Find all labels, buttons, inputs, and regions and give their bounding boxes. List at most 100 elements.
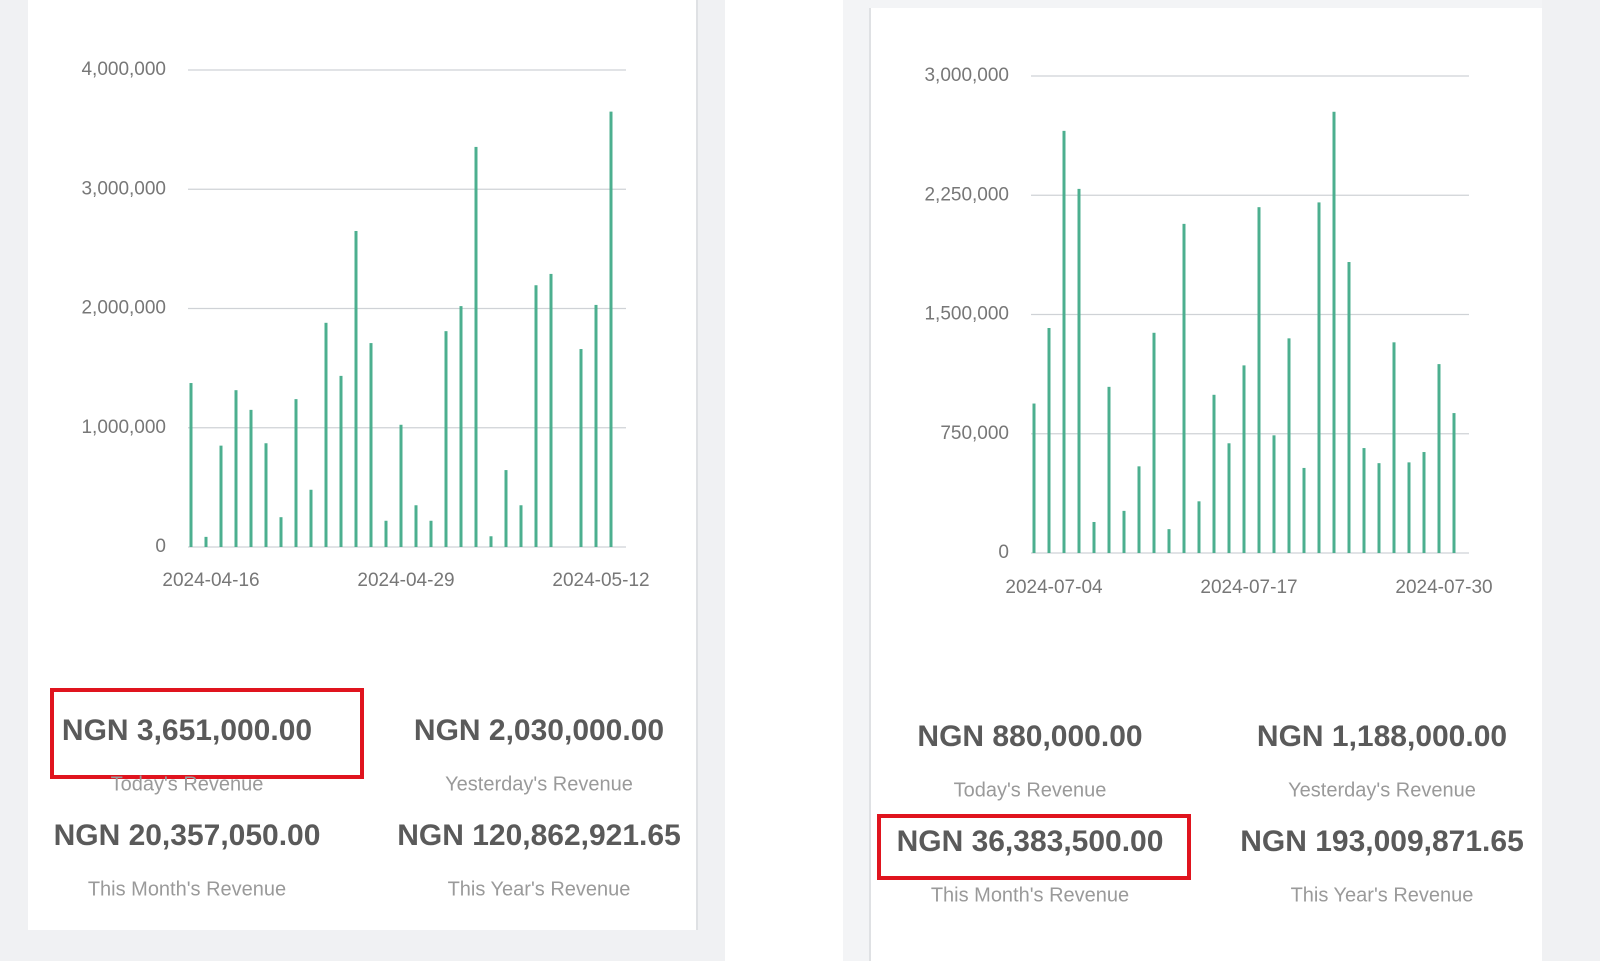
x-tick-label: 2024-07-17 bbox=[1200, 577, 1297, 598]
y-tick-label: 750,000 bbox=[940, 423, 1009, 444]
bar bbox=[339, 375, 343, 547]
bar bbox=[504, 470, 508, 547]
stat-value: NGN 1,188,000.00 bbox=[1257, 720, 1507, 753]
bar bbox=[219, 445, 223, 547]
bar bbox=[414, 505, 418, 547]
stat-label: This Month's Revenue bbox=[931, 884, 1129, 906]
bar bbox=[309, 489, 313, 547]
bar bbox=[1332, 111, 1336, 554]
stat-label: This Year's Revenue bbox=[1291, 884, 1474, 906]
stat-label: This Month's Revenue bbox=[88, 878, 286, 900]
bar bbox=[549, 273, 553, 547]
bar bbox=[1407, 462, 1411, 553]
gutter bbox=[0, 0, 28, 961]
bar bbox=[1197, 501, 1201, 553]
bar bbox=[1182, 223, 1186, 553]
bar bbox=[594, 304, 598, 547]
bar bbox=[1107, 386, 1111, 553]
bar bbox=[609, 111, 613, 547]
x-tick-label: 2024-07-30 bbox=[1395, 577, 1492, 598]
bar bbox=[1167, 529, 1171, 553]
stat-label: Today's Revenue bbox=[954, 779, 1107, 801]
gutter bbox=[28, 930, 698, 961]
bar bbox=[399, 424, 403, 547]
x-tick-label: 2024-04-16 bbox=[162, 570, 259, 591]
x-tick-label: 2024-04-29 bbox=[357, 570, 454, 591]
bar bbox=[279, 517, 283, 547]
bar bbox=[1377, 463, 1381, 553]
bar bbox=[1302, 467, 1306, 553]
stat-label: This Year's Revenue bbox=[448, 878, 631, 900]
bar bbox=[474, 146, 478, 547]
bar bbox=[1452, 413, 1456, 553]
bar bbox=[444, 331, 448, 547]
stat-value: NGN 120,862,921.65 bbox=[397, 819, 681, 852]
y-tick-label: 1,000,000 bbox=[81, 417, 166, 438]
gutter bbox=[1542, 0, 1600, 961]
bar bbox=[1437, 364, 1441, 553]
bar bbox=[489, 536, 493, 547]
bar bbox=[1077, 188, 1081, 553]
gutter bbox=[697, 0, 725, 961]
stat-value: NGN 193,009,871.65 bbox=[1240, 825, 1524, 858]
stat-value: NGN 880,000.00 bbox=[917, 720, 1142, 753]
bar bbox=[249, 409, 253, 547]
highlight-box bbox=[877, 814, 1191, 880]
bar bbox=[1137, 466, 1141, 553]
stat-label: Today's Revenue bbox=[111, 773, 264, 795]
bar bbox=[1152, 332, 1156, 553]
bar bbox=[1047, 328, 1051, 553]
y-tick-label: 2,000,000 bbox=[81, 298, 166, 319]
y-tick-label: 0 bbox=[998, 542, 1009, 563]
gutter bbox=[843, 0, 870, 961]
bar bbox=[1347, 262, 1351, 553]
bar bbox=[1317, 202, 1321, 553]
y-tick-label: 0 bbox=[155, 536, 166, 557]
bar bbox=[1227, 443, 1231, 553]
bar bbox=[1392, 342, 1396, 553]
y-tick-label: 4,000,000 bbox=[81, 59, 166, 80]
bar bbox=[1272, 435, 1276, 553]
stat-value: NGN 20,357,050.00 bbox=[54, 819, 321, 852]
bar bbox=[1062, 130, 1066, 554]
bar bbox=[1362, 448, 1366, 553]
stat-label: Yesterday's Revenue bbox=[1288, 779, 1476, 801]
bar bbox=[189, 383, 193, 547]
bar bbox=[384, 520, 388, 547]
bar bbox=[1212, 394, 1216, 553]
bar bbox=[429, 520, 433, 547]
bar bbox=[1242, 365, 1246, 553]
bar bbox=[1092, 521, 1096, 553]
stat-value: NGN 2,030,000.00 bbox=[414, 714, 664, 747]
bar bbox=[204, 536, 208, 547]
bar bbox=[1257, 207, 1261, 554]
bar bbox=[579, 349, 583, 547]
highlight-box bbox=[50, 688, 364, 779]
x-tick-label: 2024-05-12 bbox=[552, 570, 649, 591]
bar bbox=[1032, 403, 1036, 553]
bar bbox=[354, 230, 358, 548]
y-tick-label: 1,500,000 bbox=[924, 304, 1009, 325]
y-tick-label: 3,000,000 bbox=[924, 65, 1009, 86]
stat-value: NGN 36,383,500.00 bbox=[897, 825, 1164, 858]
x-tick-label: 2024-07-04 bbox=[1005, 577, 1103, 598]
bar bbox=[264, 443, 268, 547]
stat-value: NGN 3,651,000.00 bbox=[62, 714, 312, 747]
bar bbox=[369, 343, 373, 547]
y-tick-label: 2,250,000 bbox=[924, 184, 1009, 205]
gutter bbox=[843, 0, 1543, 8]
bar bbox=[234, 390, 238, 547]
bar bbox=[519, 505, 523, 547]
stat-label: Yesterday's Revenue bbox=[445, 773, 633, 795]
bar bbox=[294, 399, 298, 547]
bar bbox=[534, 285, 538, 547]
y-tick-label: 3,000,000 bbox=[81, 178, 166, 199]
bar bbox=[1122, 510, 1126, 553]
bar bbox=[324, 322, 328, 547]
bar bbox=[1287, 338, 1291, 553]
bar bbox=[459, 306, 463, 547]
bar bbox=[1422, 452, 1426, 553]
